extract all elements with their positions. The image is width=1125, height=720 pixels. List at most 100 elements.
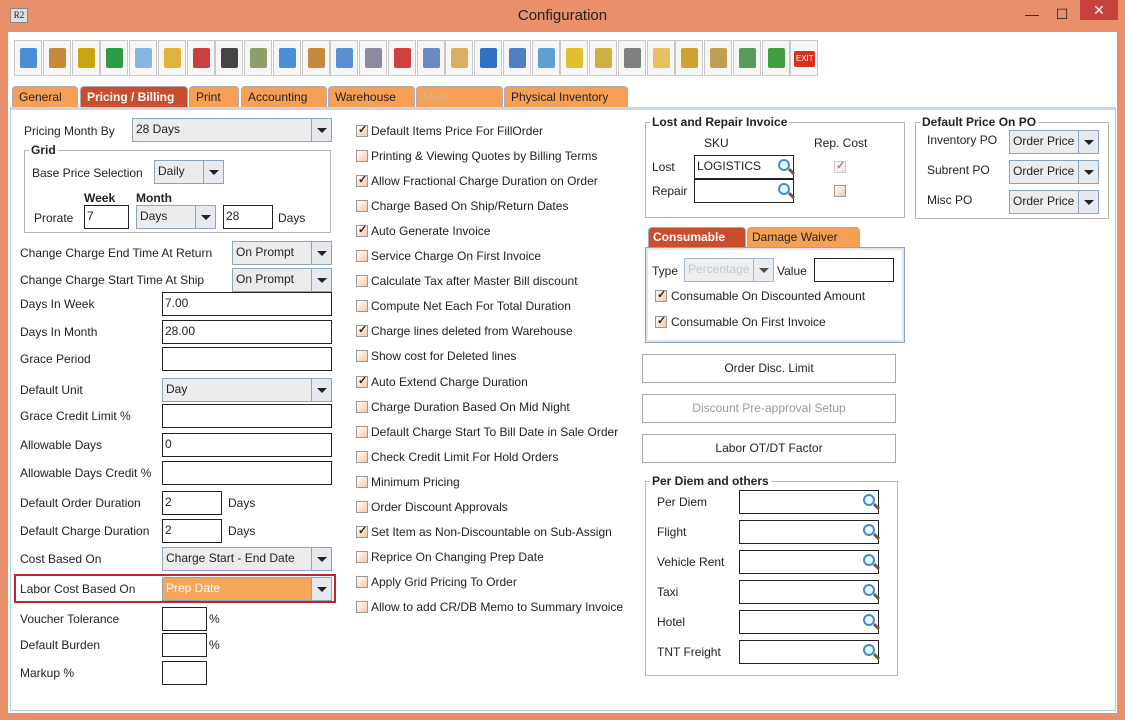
consumable-first-invoice-checkbox[interactable] bbox=[655, 314, 667, 328]
base-price-select[interactable]: Daily bbox=[154, 160, 224, 184]
search-icon[interactable] bbox=[863, 554, 875, 566]
pricing-month-by-select[interactable]: 28 Days bbox=[132, 118, 332, 142]
option-checkbox[interactable] bbox=[356, 475, 368, 488]
search-icon[interactable] bbox=[863, 494, 875, 506]
per-diem-item-input[interactable] bbox=[739, 550, 879, 574]
toolbar-button-27[interactable] bbox=[761, 40, 790, 76]
repair-rep-cost-checkbox[interactable] bbox=[834, 185, 846, 197]
option-checkbox[interactable] bbox=[356, 400, 368, 413]
tab-multi-currency[interactable]: Multi Currency bbox=[416, 86, 503, 118]
toolbar-button-1[interactable] bbox=[14, 40, 42, 76]
option-checkbox[interactable] bbox=[356, 200, 368, 213]
misc-po-select[interactable]: Order Price bbox=[1009, 190, 1099, 214]
close-button[interactable]: ✕ bbox=[1080, 0, 1118, 20]
option-checkbox[interactable] bbox=[356, 300, 368, 313]
option-checkbox[interactable] bbox=[356, 600, 368, 613]
option-checkbox[interactable] bbox=[356, 500, 368, 513]
consumable-discounted-checkbox[interactable] bbox=[655, 288, 667, 302]
voucher-tolerance-input[interactable] bbox=[162, 607, 207, 631]
change-end-select[interactable]: On Prompt bbox=[232, 241, 332, 265]
toolbar-button-5[interactable] bbox=[129, 40, 157, 76]
days-in-week-input[interactable]: 7.00 bbox=[162, 292, 332, 316]
toolbar-button-14[interactable] bbox=[387, 40, 416, 76]
toolbar-button-7[interactable] bbox=[186, 40, 215, 76]
option-checkbox[interactable] bbox=[356, 524, 368, 538]
tab-pricing-billing[interactable]: Pricing / Billing bbox=[80, 86, 188, 107]
default-order-duration-input[interactable]: 2 bbox=[162, 491, 222, 515]
option-checkbox[interactable] bbox=[356, 250, 368, 263]
order-disc-limit-button[interactable]: Order Disc. Limit bbox=[642, 354, 896, 383]
type-select[interactable]: Percentage bbox=[684, 258, 774, 282]
per-diem-item-input[interactable] bbox=[739, 580, 879, 604]
lost-rep-cost-checkbox[interactable] bbox=[834, 159, 846, 173]
toolbar-button-23[interactable] bbox=[646, 40, 675, 76]
labor-cost-based-on-select[interactable]: Prep Date bbox=[162, 577, 332, 601]
subrent-po-select[interactable]: Order Price bbox=[1009, 160, 1099, 184]
search-icon[interactable] bbox=[863, 614, 875, 626]
option-checkbox[interactable] bbox=[356, 173, 368, 188]
tab-physical-inventory[interactable]: Physical Inventory bbox=[504, 86, 628, 107]
option-checkbox[interactable] bbox=[356, 223, 368, 238]
option-checkbox[interactable] bbox=[356, 575, 368, 588]
toolbar-button-25[interactable] bbox=[704, 40, 732, 76]
discount-preapproval-button[interactable]: Discount Pre-approval Setup bbox=[642, 394, 896, 423]
toolbar-button-10[interactable] bbox=[272, 40, 301, 76]
search-icon[interactable] bbox=[863, 524, 875, 536]
toolbar-button-2[interactable] bbox=[42, 40, 71, 76]
repair-sku-input[interactable] bbox=[694, 179, 794, 203]
toolbar-button-28[interactable]: EXIT bbox=[790, 40, 819, 76]
search-icon[interactable] bbox=[863, 584, 875, 596]
toolbar-button-12[interactable] bbox=[330, 40, 359, 76]
search-icon[interactable] bbox=[778, 159, 790, 171]
grace-credit-input[interactable] bbox=[162, 404, 332, 428]
tab-print[interactable]: Print bbox=[189, 86, 239, 107]
toolbar-button-15[interactable] bbox=[416, 40, 445, 76]
minimize-button[interactable]: — bbox=[1025, 6, 1039, 22]
prorate-month-unit-select[interactable]: Days bbox=[136, 205, 216, 229]
prorate-week-input[interactable]: 7 bbox=[84, 205, 129, 229]
inventory-po-select[interactable]: Order Price bbox=[1009, 130, 1099, 154]
search-icon[interactable] bbox=[863, 644, 875, 656]
toolbar-button-16[interactable] bbox=[445, 40, 474, 76]
toolbar-button-9[interactable] bbox=[244, 40, 272, 76]
toolbar-button-3[interactable] bbox=[71, 40, 100, 76]
tab-general[interactable]: General bbox=[12, 86, 78, 107]
per-diem-item-input[interactable] bbox=[739, 520, 879, 544]
toolbar-button-21[interactable] bbox=[589, 40, 617, 76]
days-in-month-input[interactable]: 28.00 bbox=[162, 320, 332, 344]
cost-based-on-select[interactable]: Charge Start - End Date bbox=[162, 547, 332, 571]
toolbar-button-24[interactable] bbox=[675, 40, 704, 76]
per-diem-item-input[interactable] bbox=[739, 640, 879, 664]
toolbar-button-4[interactable] bbox=[100, 40, 129, 76]
option-checkbox[interactable] bbox=[356, 150, 368, 163]
default-unit-select[interactable]: Day bbox=[162, 378, 332, 402]
option-checkbox[interactable] bbox=[356, 323, 368, 338]
tab-damage-waiver[interactable]: Damage Waiver bbox=[747, 227, 860, 247]
per-diem-item-input[interactable] bbox=[739, 610, 879, 634]
toolbar-button-8[interactable] bbox=[215, 40, 244, 76]
toolbar-button-26[interactable] bbox=[732, 40, 761, 76]
default-burden-input[interactable] bbox=[162, 633, 207, 657]
toolbar-button-22[interactable] bbox=[617, 40, 646, 76]
option-checkbox[interactable] bbox=[356, 275, 368, 288]
option-checkbox[interactable] bbox=[356, 374, 368, 388]
markup-input[interactable] bbox=[162, 661, 207, 685]
search-icon[interactable] bbox=[778, 183, 790, 195]
lost-sku-input[interactable]: LOGISTICS bbox=[694, 155, 794, 179]
option-checkbox[interactable] bbox=[356, 550, 368, 563]
tab-accounting[interactable]: Accounting bbox=[241, 86, 327, 107]
option-checkbox[interactable] bbox=[356, 425, 368, 438]
toolbar-button-13[interactable] bbox=[359, 40, 387, 76]
toolbar-button-18[interactable] bbox=[502, 40, 531, 76]
prorate-month-input[interactable]: 28 bbox=[223, 205, 273, 229]
allowable-days-input[interactable]: 0 bbox=[162, 433, 332, 457]
grace-period-input[interactable] bbox=[162, 347, 332, 371]
toolbar-button-17[interactable] bbox=[474, 40, 502, 76]
allowable-credit-input[interactable] bbox=[162, 461, 332, 485]
toolbar-button-19[interactable] bbox=[531, 40, 560, 76]
option-checkbox[interactable] bbox=[356, 123, 368, 137]
option-checkbox[interactable] bbox=[356, 350, 368, 363]
default-charge-duration-input[interactable]: 2 bbox=[162, 519, 222, 543]
toolbar-button-20[interactable] bbox=[560, 40, 589, 76]
consumable-value-input[interactable] bbox=[814, 258, 894, 282]
